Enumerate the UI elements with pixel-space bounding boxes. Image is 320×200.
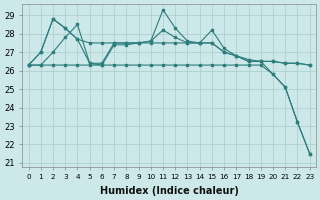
- X-axis label: Humidex (Indice chaleur): Humidex (Indice chaleur): [100, 186, 239, 196]
